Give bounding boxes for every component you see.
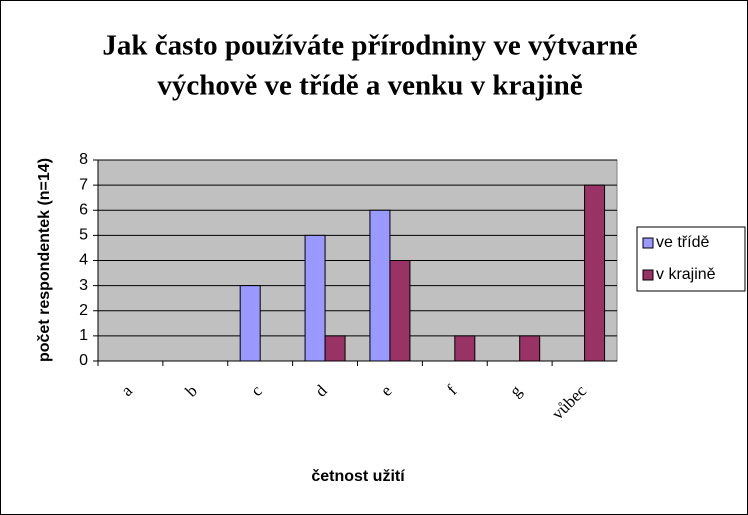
- bar: [239, 285, 261, 362]
- bar: [369, 209, 391, 362]
- legend-swatch: [642, 237, 654, 249]
- legend-label: v krajině: [656, 266, 716, 283]
- legend: [636, 226, 746, 292]
- y-tick-label: 1: [79, 327, 88, 344]
- bar: [454, 335, 476, 362]
- y-tick-label: 7: [79, 176, 88, 193]
- legend-label: ve třídě: [656, 234, 709, 251]
- y-tick-label: 3: [79, 277, 88, 294]
- bar: [584, 184, 606, 362]
- y-tick-label: 8: [79, 151, 88, 168]
- x-axis-label: četnost užití: [311, 468, 405, 485]
- legend-swatch: [642, 269, 654, 281]
- bar: [324, 335, 346, 362]
- bar: [389, 260, 411, 362]
- y-tick-label: 6: [79, 201, 88, 218]
- y-tick-label: 4: [79, 252, 88, 269]
- chart-title: Jak často používáte přírodniny ve výtvar…: [102, 30, 637, 62]
- y-tick-label: 0: [79, 352, 88, 369]
- chart-title: výchově ve třídě a venku v krajině: [157, 70, 582, 102]
- y-axis-label: počet respondentek (n=14): [36, 158, 53, 362]
- y-tick-label: 2: [79, 302, 88, 319]
- bar: [519, 335, 541, 362]
- bar: [304, 234, 326, 362]
- y-tick-label: 5: [79, 227, 88, 244]
